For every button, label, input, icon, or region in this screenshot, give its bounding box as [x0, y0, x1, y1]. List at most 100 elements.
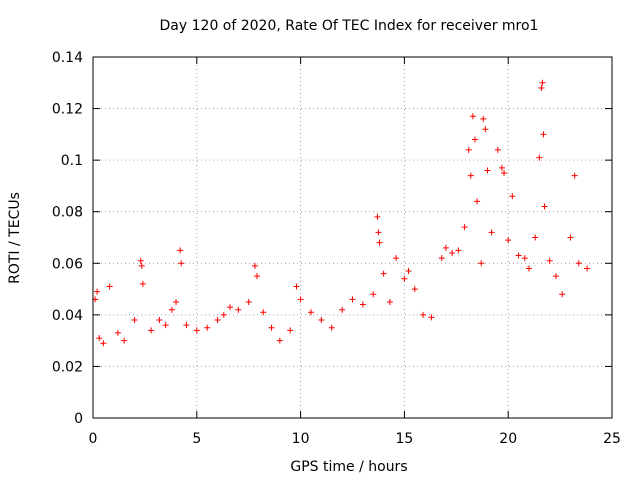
y-tick-label: 0.14 [52, 50, 83, 66]
y-tick-label: 0.06 [52, 256, 83, 272]
data-point [287, 327, 294, 334]
data-point [328, 324, 335, 331]
x-tick-label: 20 [499, 431, 517, 447]
data-point [567, 234, 574, 241]
data-point [156, 317, 163, 324]
data-point [251, 262, 258, 269]
data-point [220, 311, 227, 318]
data-point [536, 154, 543, 161]
data-point [162, 322, 169, 329]
data-point [177, 247, 184, 254]
data-point [380, 270, 387, 277]
plot-frame [92, 56, 613, 419]
data-point [370, 291, 377, 298]
data-point [168, 306, 175, 313]
data-point [96, 335, 103, 342]
data-point [293, 283, 300, 290]
data-point [420, 311, 427, 318]
data-point [442, 244, 449, 251]
grid-lines [93, 57, 612, 418]
data-point [268, 324, 275, 331]
data-point [449, 249, 456, 256]
data-point [471, 136, 478, 143]
data-point [525, 265, 532, 272]
data-point [178, 260, 185, 267]
data-point [521, 255, 528, 262]
data-point [538, 84, 545, 91]
y-tick-label: 0.08 [52, 205, 83, 221]
data-point [532, 234, 539, 241]
data-point [411, 286, 418, 293]
data-point [428, 314, 435, 321]
data-point [455, 247, 462, 254]
data-point [139, 280, 146, 287]
data-point [405, 268, 412, 275]
data-point [214, 317, 221, 324]
data-point [465, 146, 472, 153]
data-point [505, 237, 512, 244]
data-point [461, 224, 468, 231]
axis-ticks: 0 5 10 15 20 25 0 0.02 0.04 0.06 0.08 0.1 0.12 0.14 [52, 50, 621, 447]
data-point [245, 298, 252, 305]
data-point [138, 262, 145, 269]
x-tick-label: 25 [603, 431, 621, 447]
data-point [571, 172, 578, 179]
data-point [318, 317, 325, 324]
data-point [375, 229, 382, 236]
data-point [131, 317, 138, 324]
data-point [509, 193, 516, 200]
x-tick-label: 15 [395, 431, 413, 447]
data-point [501, 170, 508, 177]
data-point [484, 167, 491, 174]
data-point [349, 296, 356, 303]
data-point [498, 164, 505, 171]
data-point [235, 306, 242, 313]
y-tick-label: 0 [74, 411, 83, 427]
data-point [307, 309, 314, 316]
x-tick-label: 5 [192, 431, 201, 447]
data-point [254, 273, 261, 280]
data-point [541, 203, 548, 210]
data-point [469, 113, 476, 120]
data-point [552, 273, 559, 280]
data-point [480, 115, 487, 122]
data-point [546, 257, 553, 264]
data-points [92, 79, 591, 347]
data-point [575, 260, 582, 267]
data-point [359, 301, 366, 308]
data-point [393, 255, 400, 262]
data-point [494, 146, 501, 153]
data-point [260, 309, 267, 316]
data-point [148, 327, 155, 334]
data-point [540, 131, 547, 138]
data-point [121, 337, 128, 344]
data-point [297, 296, 304, 303]
data-point [114, 329, 121, 336]
data-point [386, 298, 393, 305]
x-tick-label: 10 [292, 431, 310, 447]
data-point [488, 229, 495, 236]
data-point [515, 252, 522, 259]
data-point [467, 172, 474, 179]
data-point [376, 239, 383, 246]
data-point [204, 324, 211, 331]
y-axis-label: ROTI / TECUs [7, 192, 23, 284]
data-point [227, 304, 234, 311]
data-point [401, 275, 408, 282]
data-point [94, 288, 101, 295]
data-point [559, 291, 566, 298]
y-tick-label: 0.1 [61, 153, 83, 169]
y-tick-label: 0.12 [52, 102, 83, 118]
data-point [474, 198, 481, 205]
data-point [539, 79, 546, 86]
data-point [193, 327, 200, 334]
data-point [276, 337, 283, 344]
y-tick-label: 0.02 [52, 359, 83, 375]
data-point [173, 298, 180, 305]
data-point [478, 260, 485, 267]
data-point [482, 126, 489, 133]
data-point [100, 340, 107, 347]
data-point [584, 265, 591, 272]
data-point [137, 257, 144, 264]
